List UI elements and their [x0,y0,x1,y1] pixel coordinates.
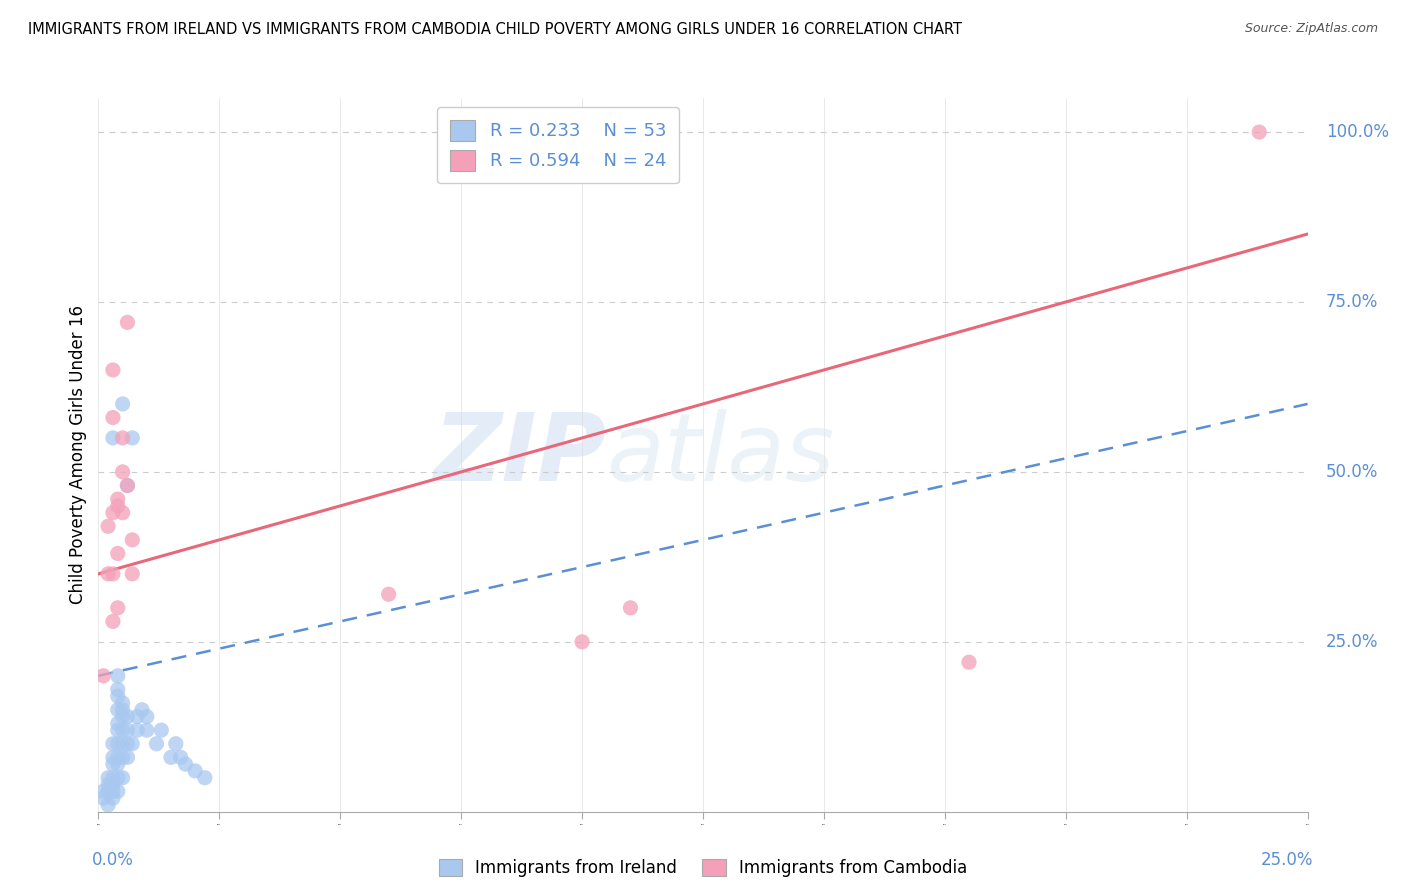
Point [117,723,139,738]
Text: 75.0%: 75.0% [1326,293,1378,311]
Point [107,771,129,785]
Point [101,363,124,377]
Point [107,669,129,683]
Point [97,797,120,812]
Point [111,723,134,738]
Point [101,737,124,751]
Point [121,533,143,547]
Point [107,703,129,717]
Point [91,784,114,798]
Text: ZIP: ZIP [433,409,606,501]
Point [101,791,124,805]
Point [111,397,134,411]
Text: 50.0%: 50.0% [1326,463,1378,481]
Point [127,709,149,723]
Point [101,750,124,764]
Point [121,737,143,751]
Point [619,600,641,615]
Point [101,757,124,772]
Point [107,600,129,615]
Point [117,750,139,764]
Point [111,431,134,445]
Text: 25.0%: 25.0% [1261,851,1313,869]
Point [184,764,207,778]
Point [121,566,143,581]
Point [97,771,120,785]
Point [101,771,124,785]
Point [165,737,187,751]
Point [111,465,134,479]
Point [169,750,191,764]
Point [101,431,124,445]
Text: 100.0%: 100.0% [1326,123,1389,141]
Point [957,655,980,669]
Point [117,737,139,751]
Text: 0.0%: 0.0% [93,851,134,869]
Point [101,778,124,792]
Point [107,499,129,513]
Point [117,315,139,329]
Text: 25.0%: 25.0% [1326,632,1378,651]
Point [117,478,139,492]
Point [377,587,399,601]
Y-axis label: Child Poverty Among Girls Under 16: Child Poverty Among Girls Under 16 [69,305,87,605]
Point [145,737,167,751]
Point [174,757,197,772]
Point [111,750,134,764]
Point [107,689,129,703]
Point [121,431,143,445]
Point [571,635,593,649]
Point [117,709,139,723]
Point [117,478,139,492]
Point [160,750,183,764]
Legend: Immigrants from Ireland, Immigrants from Cambodia: Immigrants from Ireland, Immigrants from… [432,852,974,884]
Text: Source: ZipAtlas.com: Source: ZipAtlas.com [1244,22,1378,36]
Point [107,750,129,764]
Legend: R = 0.233    N = 53, R = 0.594    N = 24: R = 0.233 N = 53, R = 0.594 N = 24 [437,107,679,183]
Point [111,696,134,710]
Point [91,669,114,683]
Point [91,791,114,805]
Point [97,778,120,792]
Point [97,519,120,533]
Point [111,709,134,723]
Point [101,506,124,520]
Point [97,784,120,798]
Point [97,566,120,581]
Point [107,682,129,697]
Point [111,703,134,717]
Point [107,546,129,560]
Point [111,771,134,785]
Point [101,410,124,425]
Point [101,784,124,798]
Point [107,723,129,738]
Point [135,709,157,723]
Text: atlas: atlas [606,409,835,500]
Point [101,566,124,581]
Point [135,723,157,738]
Point [1249,125,1271,139]
Text: IMMIGRANTS FROM IRELAND VS IMMIGRANTS FROM CAMBODIA CHILD POVERTY AMONG GIRLS UN: IMMIGRANTS FROM IRELAND VS IMMIGRANTS FR… [28,22,962,37]
Point [107,757,129,772]
Point [101,615,124,629]
Point [131,703,153,717]
Point [107,492,129,507]
Point [107,716,129,731]
Point [127,723,149,738]
Point [111,737,134,751]
Point [107,737,129,751]
Point [150,723,173,738]
Point [107,784,129,798]
Point [111,506,134,520]
Point [194,771,217,785]
